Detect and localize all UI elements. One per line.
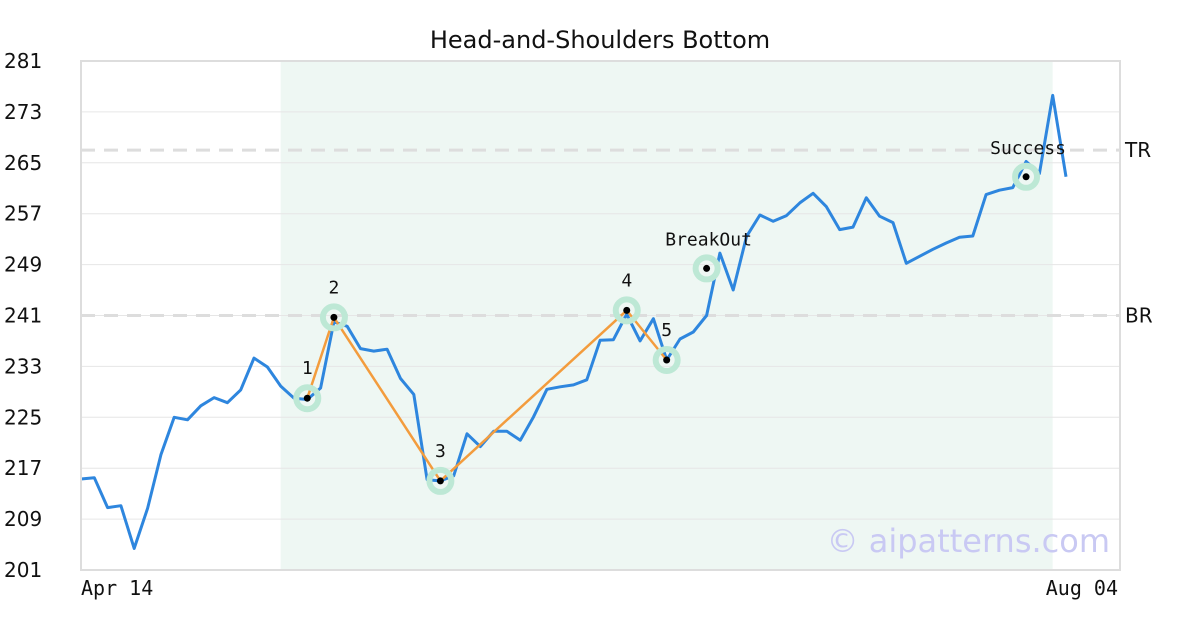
y-tick-label: 241 xyxy=(4,304,42,328)
y-tick-label: 209 xyxy=(4,507,42,531)
pattern-point-label-2: 2 xyxy=(328,277,339,298)
pattern-point-2-halo xyxy=(319,303,348,332)
pattern-point-3-point xyxy=(436,477,444,485)
pattern-point-3-halo xyxy=(426,466,455,495)
y-tick-label: 233 xyxy=(4,354,42,378)
x-tick-label-start: Apr 14 xyxy=(81,576,153,600)
event-success-point xyxy=(1022,173,1030,181)
pattern-markers: 1 2 3 4 5 BreakOut Success xyxy=(293,138,1066,495)
pattern-point-label-1: 1 xyxy=(302,358,313,379)
price-series-line xyxy=(80,93,1068,550)
y-tick-label: 257 xyxy=(4,202,42,226)
y-tick-label: 225 xyxy=(4,405,42,429)
pattern-point-5-halo xyxy=(652,346,681,375)
pattern-point-2-point xyxy=(330,313,338,321)
event-label-success: Success xyxy=(990,138,1066,159)
y-tick-label: 249 xyxy=(4,253,42,277)
pattern-point-1-halo xyxy=(293,384,322,413)
reference-lines: TR BR xyxy=(81,138,1153,328)
event-label-breakout: BreakOut xyxy=(665,229,752,250)
event-success-halo xyxy=(1012,162,1041,191)
plot-frame xyxy=(80,60,1121,571)
event-breakout-halo xyxy=(692,254,721,283)
y-tick-label: 201 xyxy=(4,558,42,582)
event-breakout-point xyxy=(703,264,711,272)
y-tick-label: 281 xyxy=(4,49,42,73)
pattern-point-1-point xyxy=(303,394,311,402)
y-tick-label: 273 xyxy=(4,100,42,124)
x-tick-label-end: Aug 04 xyxy=(1046,576,1118,600)
reference-label-br: BR xyxy=(1125,304,1153,328)
pattern-point-4-halo xyxy=(612,296,641,325)
reference-label-tr: TR xyxy=(1124,138,1151,162)
y-axis: 201 209 217 225 233 241 249 257 265 273 281 xyxy=(4,49,42,582)
y-tick-label: 265 xyxy=(4,151,42,175)
chart-title: Head-and-Shoulders Bottom xyxy=(430,26,770,54)
pattern-point-label-4: 4 xyxy=(621,270,632,291)
y-tick-label: 217 xyxy=(4,456,42,480)
pattern-point-5-point xyxy=(663,356,671,364)
pattern-point-4-point xyxy=(623,306,631,314)
pattern-point-label-3: 3 xyxy=(435,441,446,462)
watermark: © aipatterns.com xyxy=(827,522,1110,560)
pattern-point-label-5: 5 xyxy=(661,320,672,341)
